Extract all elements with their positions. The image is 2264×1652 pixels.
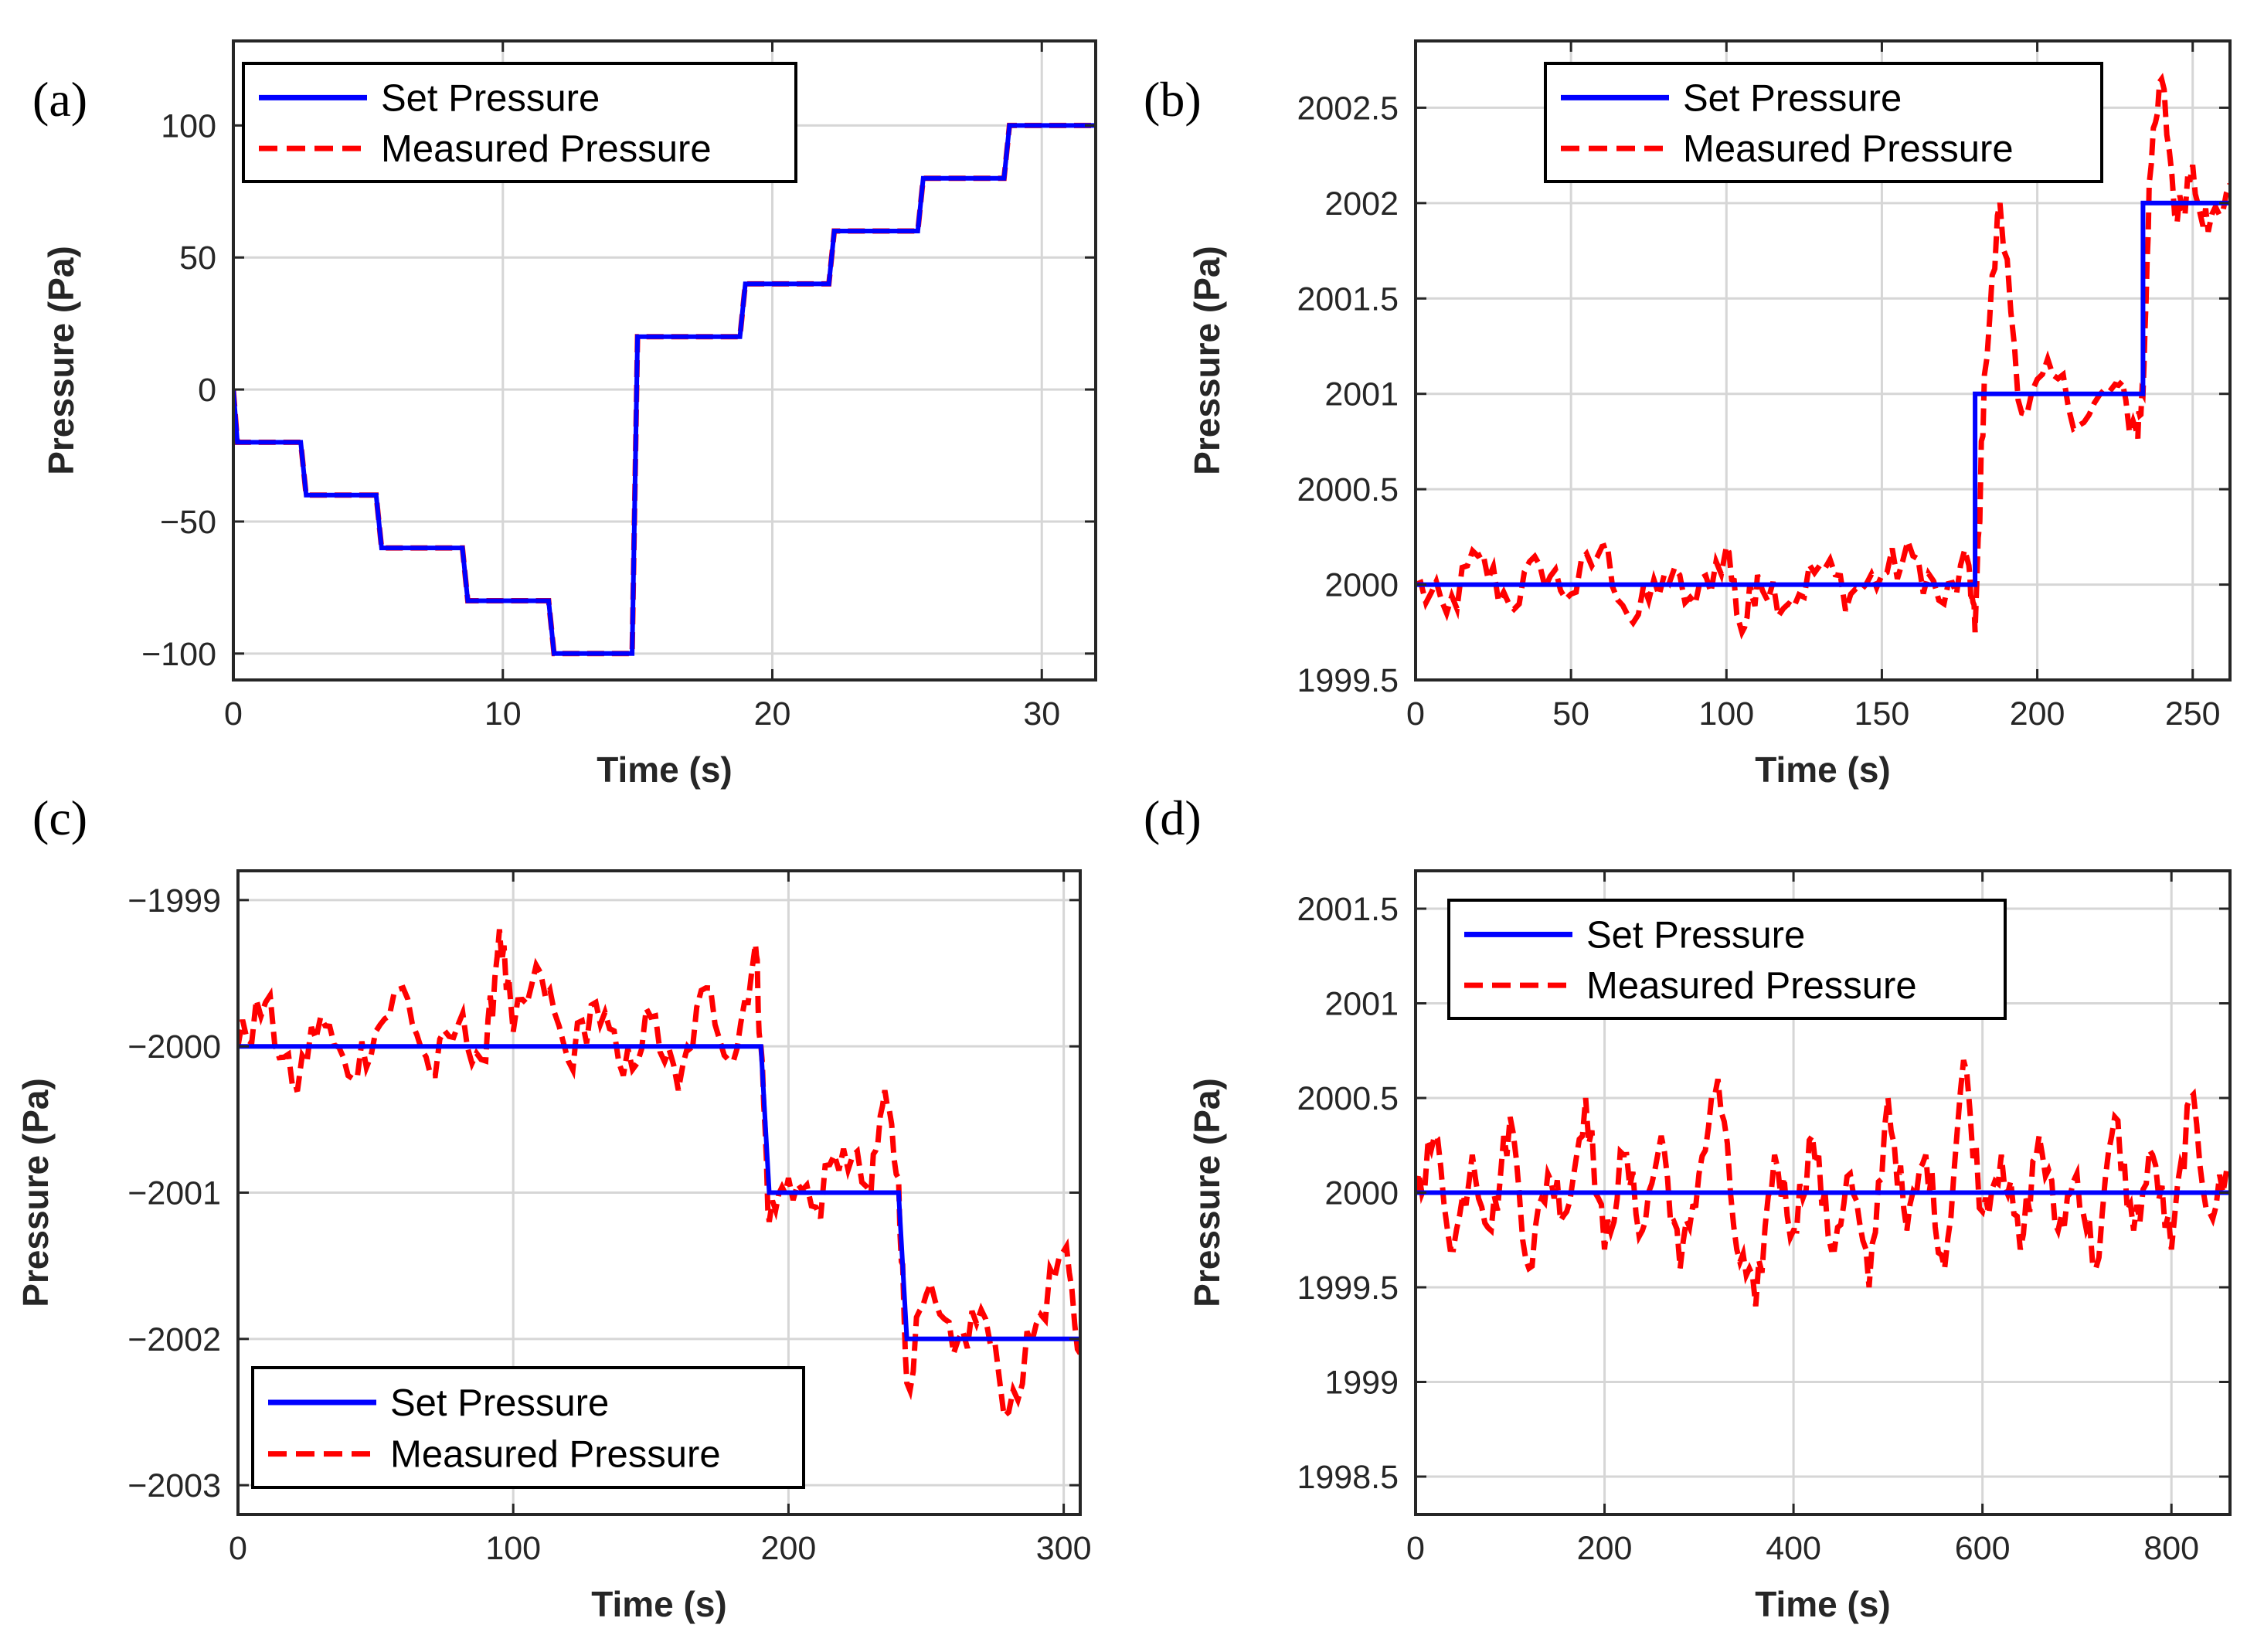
x-axis-label: Time (s) [1755, 750, 1891, 790]
y-tick-label: 2002.5 [1297, 90, 1399, 127]
x-tick-label: 400 [1766, 1530, 1821, 1567]
panel-2: 0 50 100 150 200 250 1999.5 2000 2000.5 2001 2001.… [1144, 39, 2232, 790]
x-tick-label: 30 [1023, 695, 1060, 733]
x-tick-label: 0 [229, 1530, 247, 1567]
y-tick-label: −2001 [127, 1175, 221, 1212]
y-axis-label: Pressure (Pa) [41, 246, 81, 475]
y-tick-label: 2001 [1324, 376, 1399, 413]
x-axis-label: Time (s) [591, 1584, 727, 1624]
legend: Set Pressure Measured Pressure [1447, 899, 2007, 1020]
x-tick-label: 300 [1036, 1530, 1092, 1567]
y-tick-label: −1999 [127, 882, 221, 919]
x-tick-label: 20 [754, 695, 791, 733]
legend-measured-label: Measured Pressure [381, 128, 712, 170]
x-tick-label: 800 [2143, 1530, 2199, 1567]
set-pressure-line [233, 123, 1096, 656]
legend: Set Pressure Measured Pressure [1544, 62, 2103, 183]
legend: Set Pressure Measured Pressure [242, 62, 797, 183]
y-tick-label: 1999.5 [1297, 662, 1399, 699]
x-axis-label: Time (s) [597, 750, 733, 790]
x-tick-label: 100 [1698, 695, 1754, 733]
y-tick-label: 1999.5 [1297, 1270, 1399, 1307]
legend-measured-label: Measured Pressure [390, 1434, 721, 1476]
y-tick-label: 2000.5 [1297, 1080, 1399, 1117]
y-tick-label: 2000 [1324, 1175, 1399, 1212]
x-tick-label: 200 [2010, 695, 2065, 733]
y-tick-label: 2001.5 [1297, 891, 1399, 928]
measured-pressure-line [238, 929, 1080, 1422]
x-tick-label: 10 [484, 695, 522, 733]
legend-measured-label: Measured Pressure [1683, 128, 2014, 170]
axes-box [232, 39, 1097, 682]
panel-label: (d) [1144, 790, 1202, 845]
set-pressure-line [238, 1044, 1080, 1341]
y-tick-label: 50 [179, 240, 216, 277]
y-axis-label: Pressure (Pa) [1187, 1078, 1227, 1307]
legend-set-label: Set Pressure [381, 77, 600, 119]
legend-measured-label: Measured Pressure [1586, 965, 1917, 1007]
measured-pressure-line [1416, 1059, 2230, 1307]
x-axis-label: Time (s) [1755, 1584, 1891, 1624]
measured-pressure-line [1416, 73, 2230, 640]
legend-box [1544, 62, 2103, 183]
y-tick-label: −2003 [127, 1467, 221, 1504]
x-tick-label: 0 [224, 695, 243, 733]
axes-box [1414, 39, 2232, 682]
y-tick-label: 0 [198, 372, 216, 409]
x-tick-label: 250 [2165, 695, 2221, 733]
panel-3: 0 100 200 300 −2003 −2002 −2001 −2000 −1999 Time … [15, 790, 1092, 1624]
panel-label: (b) [1144, 72, 1202, 127]
y-tick-label: −2002 [127, 1321, 221, 1358]
y-tick-label: −100 [141, 636, 216, 673]
x-tick-label: 50 [1552, 695, 1589, 733]
panel-label: (c) [32, 790, 87, 845]
y-tick-label: 2001.5 [1297, 280, 1399, 318]
set-pressure-line [1416, 200, 2230, 587]
panel-label: (a) [32, 72, 87, 127]
legend-box [242, 62, 797, 183]
y-tick-label: −2000 [127, 1028, 221, 1066]
x-tick-label: 0 [1406, 1530, 1425, 1567]
panel-4: 0 200 400 600 800 1998.5 1999 1999.5 2000 2000.5 2… [1144, 790, 2232, 1624]
y-tick-label: 100 [161, 107, 216, 144]
y-tick-label: 2001 [1324, 986, 1399, 1023]
y-axis-label: Pressure (Pa) [15, 1078, 56, 1307]
legend-set-label: Set Pressure [1586, 914, 1805, 956]
x-tick-label: 0 [1406, 695, 1425, 733]
x-tick-label: 100 [485, 1530, 541, 1567]
x-tick-label: 150 [1854, 695, 1910, 733]
x-tick-label: 600 [1955, 1530, 2011, 1567]
x-tick-label: 200 [1577, 1530, 1633, 1567]
legend-set-label: Set Pressure [390, 1382, 609, 1424]
y-tick-label: 1999 [1324, 1365, 1399, 1402]
y-tick-label: 2000 [1324, 567, 1399, 604]
y-axis-label: Pressure (Pa) [1187, 246, 1227, 475]
y-tick-label: −50 [160, 504, 216, 541]
legend: Set Pressure Measured Pressure [251, 1366, 805, 1489]
y-tick-label: 2002 [1324, 185, 1399, 223]
legend-box [1447, 899, 2007, 1020]
x-tick-label: 200 [761, 1530, 817, 1567]
panel-1: 0 10 20 30 −100 −50 0 50 100 Time (s) Pressure (Pa… [32, 39, 1097, 790]
y-tick-label: 1998.5 [1297, 1459, 1399, 1496]
legend-set-label: Set Pressure [1683, 77, 1902, 119]
legend-box [251, 1366, 805, 1489]
y-tick-label: 2000.5 [1297, 471, 1399, 508]
